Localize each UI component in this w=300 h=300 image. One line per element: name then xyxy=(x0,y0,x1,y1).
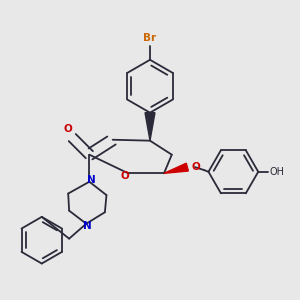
Text: O: O xyxy=(121,171,130,181)
Text: O: O xyxy=(191,162,200,172)
Text: N: N xyxy=(83,221,92,231)
Text: Br: Br xyxy=(143,33,157,43)
Polygon shape xyxy=(145,113,155,141)
Polygon shape xyxy=(164,163,188,173)
Text: N: N xyxy=(86,175,95,185)
Text: O: O xyxy=(63,124,72,134)
Text: OH: OH xyxy=(269,167,284,177)
